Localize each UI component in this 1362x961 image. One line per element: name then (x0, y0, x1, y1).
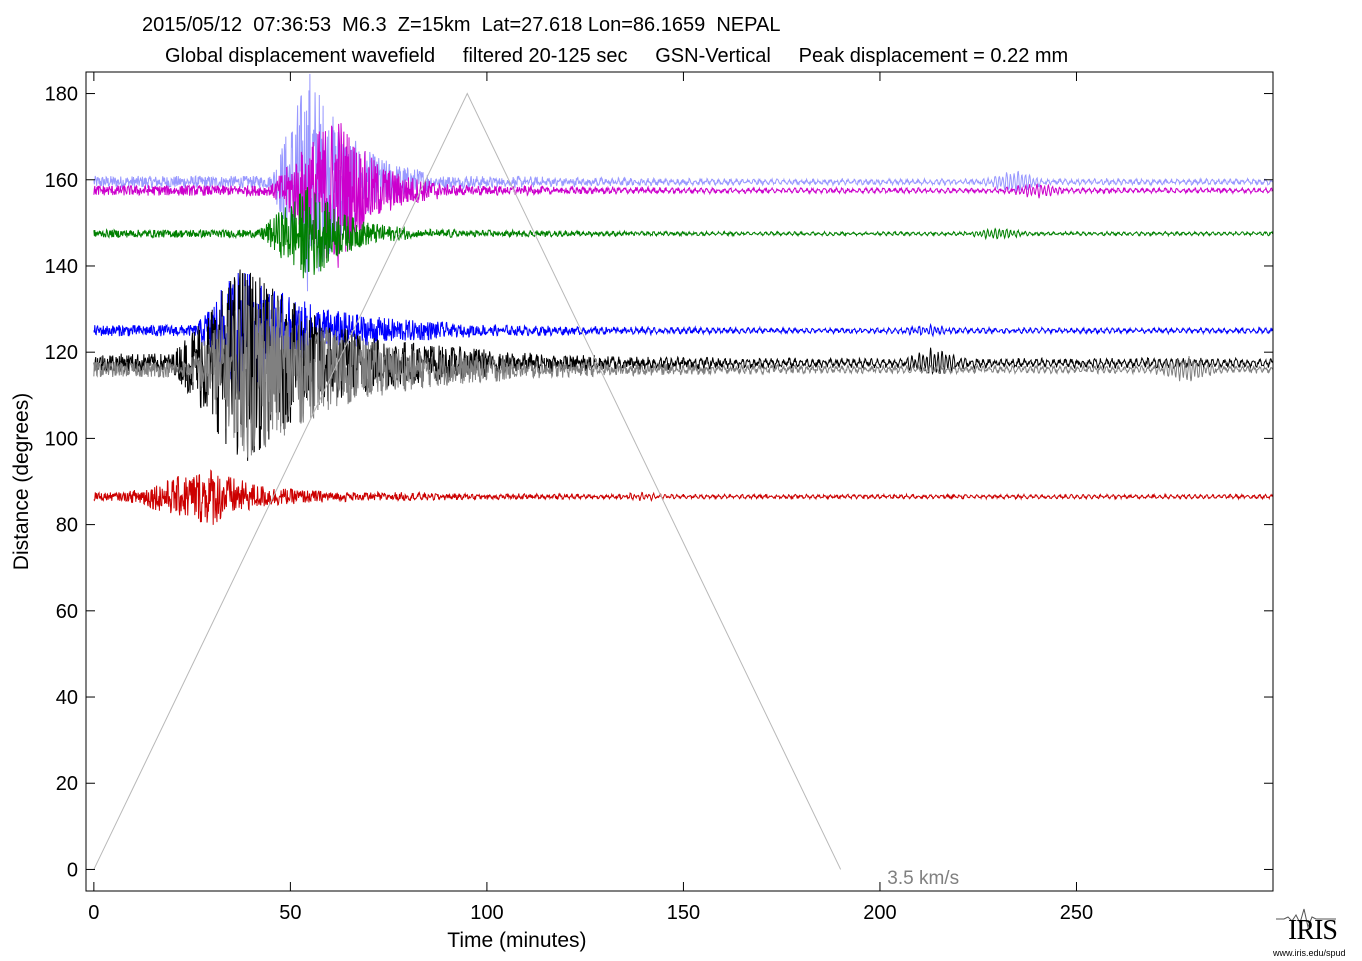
x-tick-label: 250 (1060, 902, 1093, 924)
trace-line (93, 187, 1274, 279)
plot-frame (85, 71, 1274, 892)
y-tick-label: 140 (45, 256, 78, 278)
logo-url: www.iris.edu/spud (1273, 948, 1346, 958)
x-tick-label: 50 (279, 902, 301, 924)
chart-title: 2015/05/12 07:36:53 M6.3 Z=15km Lat=27.6… (142, 14, 781, 36)
reference-line-3-5-km-s (93, 92, 842, 870)
iris-logo-icon (1276, 908, 1336, 929)
trace-line (93, 469, 1273, 525)
annotations-group: 3.5 km/s (887, 868, 959, 889)
logo-text: IRIS (1288, 915, 1338, 946)
annotation-label: 3.5 km/s (887, 868, 959, 889)
x-tick-label: 150 (667, 902, 700, 924)
x-axis-label: Time (minutes) (447, 929, 586, 952)
y-axis-label: Distance (degrees) (10, 393, 33, 570)
y-tick-label: 40 (56, 687, 78, 709)
chart-subtitle: Global displacement wavefield filtered 2… (165, 45, 1069, 67)
x-tick-label: 200 (863, 902, 896, 924)
y-tick-label: 180 (45, 84, 78, 106)
x-tick-label: 0 (88, 902, 99, 924)
y-tick-label: 120 (45, 342, 78, 364)
y-tick-label: 0 (67, 859, 78, 881)
trace-line (93, 73, 1273, 292)
y-tick-label: 100 (45, 428, 78, 450)
trace-line (93, 272, 1274, 392)
y-tick-label: 20 (56, 773, 78, 795)
x-tick-label: 100 (470, 902, 503, 924)
y-tick-label: 80 (56, 515, 78, 537)
reference-line-group (93, 92, 842, 870)
x-axis-ticks: 0 50 100 150 200 250 (88, 72, 1093, 924)
y-axis-ticks: 0 20 40 60 80 100 120 140 160 180 (45, 84, 1273, 881)
y-tick-label: 160 (45, 170, 78, 192)
trace-line (93, 123, 1273, 268)
trace-line (93, 286, 1273, 458)
traces-group (93, 73, 1274, 525)
y-tick-label: 60 (56, 601, 78, 623)
